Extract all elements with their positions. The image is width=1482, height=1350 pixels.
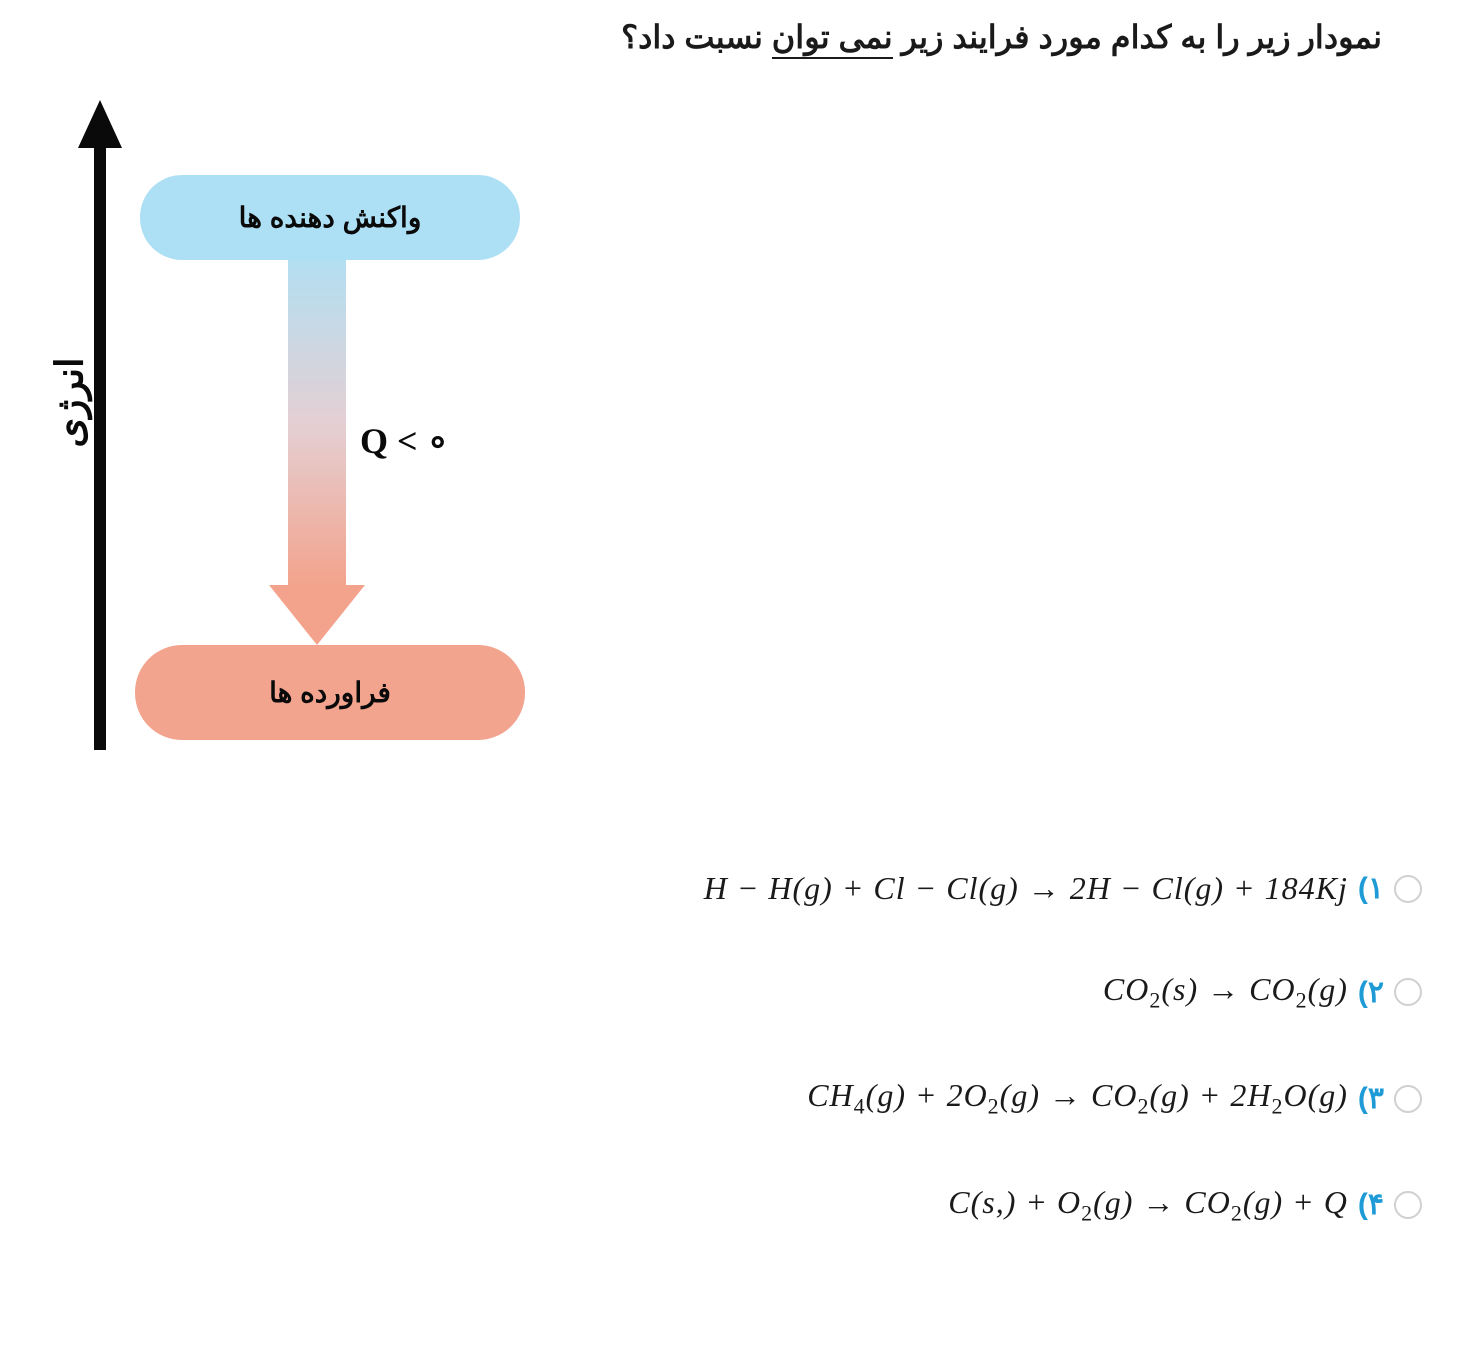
option-formula: CO2(s) → CO2(g) (1103, 971, 1348, 1013)
question-post: نسبت داد؟ (621, 19, 772, 55)
option-row: CO2(s) → CO2(g) ۲) (60, 971, 1422, 1013)
option-number: ۱) (1358, 871, 1384, 906)
products-box: فراورده ها (135, 645, 525, 740)
options-container: H − H(g) + Cl − Cl(g) → 2H − Cl(g) + 184… (60, 870, 1422, 1290)
reactants-label: واکنش دهنده ها (239, 201, 422, 234)
option-row: C(s,) + O2(g) → CO2(g) + Q ۴) (60, 1184, 1422, 1226)
question-title: نمودار زیر را به کدام مورد فرایند زیر نم… (621, 18, 1382, 56)
products-label: فراورده ها (269, 676, 391, 709)
option-number: ۴) (1358, 1187, 1384, 1222)
reactants-box: واکنش دهنده ها (140, 175, 520, 260)
option-radio[interactable] (1394, 978, 1422, 1006)
option-number: ۳) (1358, 1081, 1384, 1116)
option-radio[interactable] (1394, 1085, 1422, 1113)
option-row: CH4(g) + 2O2(g) → CO2(g) + 2H2O(g) ۳) (60, 1077, 1422, 1119)
axis-label: انرژی (48, 357, 93, 447)
down-arrow (269, 260, 365, 645)
option-radio[interactable] (1394, 875, 1422, 903)
option-formula: H − H(g) + Cl − Cl(g) → 2H − Cl(g) + 184… (704, 870, 1348, 907)
question-underlined: نمی توان (772, 19, 893, 59)
option-formula: CH4(g) + 2O2(g) → CO2(g) + 2H2O(g) (807, 1077, 1348, 1119)
option-row: H − H(g) + Cl − Cl(g) → 2H − Cl(g) + 184… (60, 870, 1422, 907)
option-formula: C(s,) + O2(g) → CO2(g) + Q (948, 1184, 1348, 1226)
option-radio[interactable] (1394, 1191, 1422, 1219)
energy-diagram: انرژی واکنش دهنده ها فراورده ها Q < ∘ (25, 100, 565, 760)
q-label: Q < ∘ (360, 420, 449, 462)
question-pre: نمودار زیر را به کدام مورد فرایند زیر (893, 19, 1382, 55)
option-number: ۲) (1358, 975, 1384, 1010)
